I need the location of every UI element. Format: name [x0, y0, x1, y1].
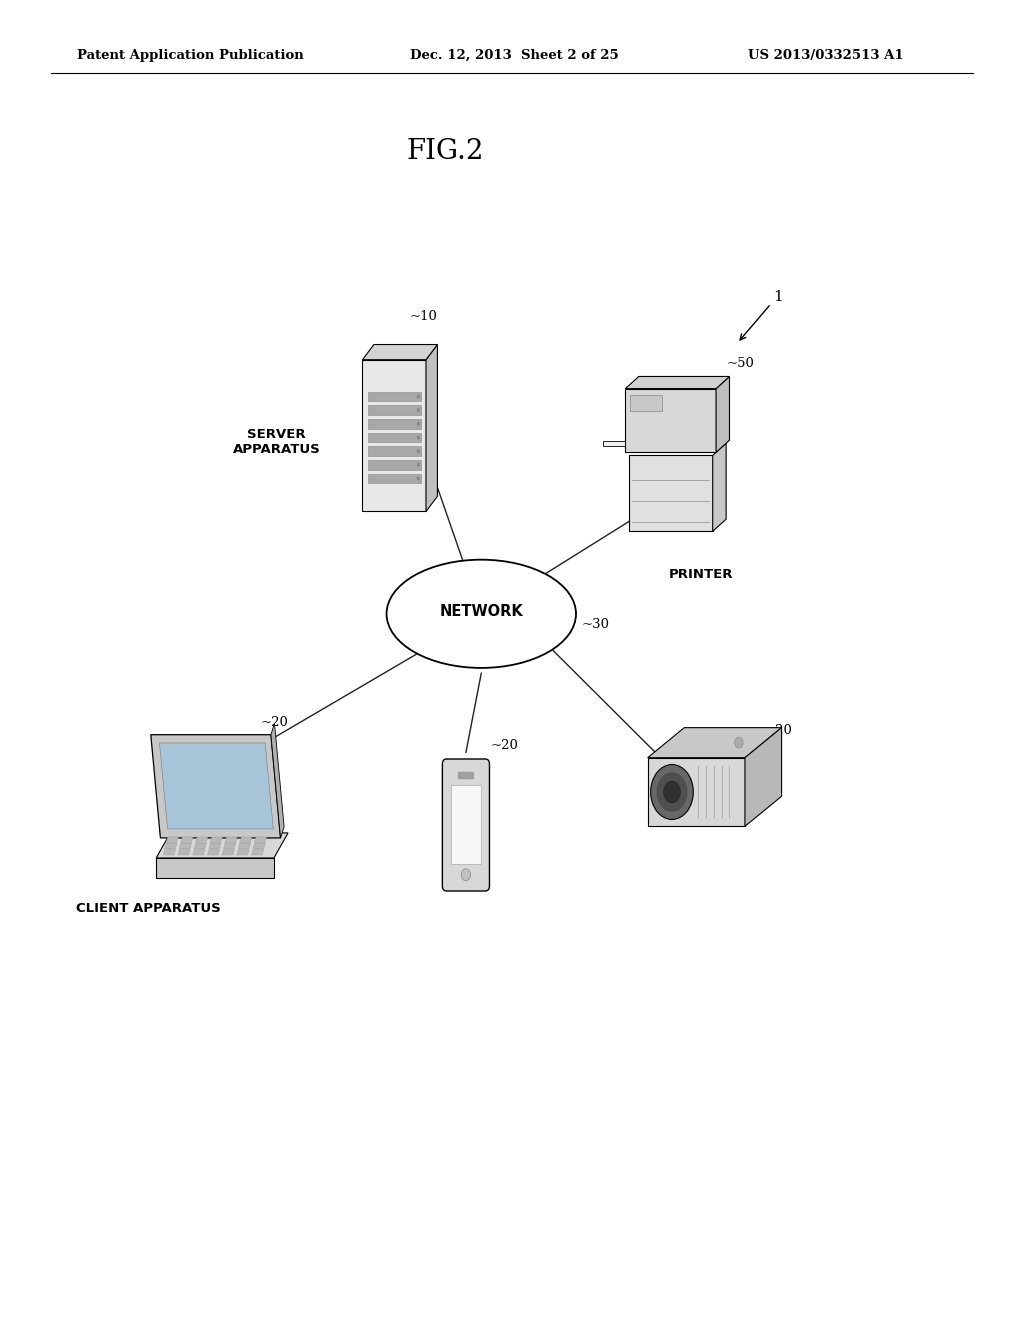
Polygon shape: [362, 345, 437, 359]
Polygon shape: [716, 376, 729, 453]
Polygon shape: [362, 359, 426, 511]
Polygon shape: [648, 727, 781, 758]
Bar: [368, 405, 421, 414]
Polygon shape: [156, 858, 274, 878]
Polygon shape: [271, 723, 284, 838]
Text: ~50: ~50: [727, 356, 755, 370]
Text: FIG.2: FIG.2: [407, 139, 484, 165]
Polygon shape: [603, 441, 626, 446]
Circle shape: [657, 772, 687, 812]
Circle shape: [417, 449, 420, 453]
FancyBboxPatch shape: [458, 772, 474, 779]
Text: ~20: ~20: [765, 723, 793, 737]
Text: Dec. 12, 2013  Sheet 2 of 25: Dec. 12, 2013 Sheet 2 of 25: [410, 49, 618, 62]
Polygon shape: [239, 843, 251, 849]
Text: ~20: ~20: [490, 739, 518, 752]
Bar: [368, 418, 421, 429]
Circle shape: [650, 764, 693, 820]
Text: PRINTER: PRINTER: [670, 568, 733, 581]
Text: 1: 1: [773, 289, 783, 304]
Bar: [368, 459, 421, 470]
Text: Patent Application Publication: Patent Application Publication: [77, 49, 303, 62]
Polygon shape: [196, 837, 208, 842]
Polygon shape: [237, 850, 249, 855]
Circle shape: [417, 408, 420, 412]
Text: ~30: ~30: [582, 618, 609, 631]
Text: ~20: ~20: [261, 715, 289, 729]
Text: SERVER
APPARATUS: SERVER APPARATUS: [232, 428, 321, 457]
Polygon shape: [179, 843, 191, 849]
Polygon shape: [163, 850, 175, 855]
Bar: [368, 433, 421, 442]
Polygon shape: [166, 837, 178, 842]
Polygon shape: [181, 837, 194, 842]
Bar: [368, 474, 421, 483]
Polygon shape: [195, 843, 207, 849]
Text: US 2013/0332513 A1: US 2013/0332513 A1: [748, 49, 903, 62]
Circle shape: [417, 422, 420, 426]
Circle shape: [417, 463, 420, 467]
Polygon shape: [626, 376, 729, 388]
Polygon shape: [156, 833, 288, 858]
Polygon shape: [254, 837, 266, 842]
Polygon shape: [210, 837, 222, 842]
Circle shape: [664, 781, 681, 803]
Polygon shape: [225, 837, 238, 842]
Polygon shape: [713, 444, 726, 531]
Polygon shape: [178, 850, 190, 855]
Circle shape: [734, 737, 743, 748]
Text: CLIENT APPARATUS: CLIENT APPARATUS: [76, 902, 221, 915]
Text: ~10: ~10: [410, 310, 437, 323]
Polygon shape: [160, 743, 273, 829]
Text: NETWORK: NETWORK: [439, 603, 523, 619]
Polygon shape: [240, 837, 252, 842]
Polygon shape: [209, 843, 221, 849]
Polygon shape: [629, 455, 713, 531]
Polygon shape: [252, 850, 264, 855]
Bar: [368, 392, 421, 401]
Polygon shape: [426, 345, 437, 511]
Bar: [630, 395, 662, 411]
Polygon shape: [151, 735, 281, 838]
Circle shape: [461, 869, 471, 880]
Circle shape: [417, 436, 420, 440]
Polygon shape: [648, 758, 745, 826]
FancyBboxPatch shape: [452, 785, 480, 863]
Polygon shape: [222, 850, 234, 855]
Polygon shape: [193, 850, 205, 855]
Bar: [368, 446, 421, 457]
Polygon shape: [253, 843, 265, 849]
Circle shape: [417, 477, 420, 480]
Polygon shape: [745, 727, 781, 826]
Circle shape: [417, 395, 420, 399]
Polygon shape: [626, 388, 716, 453]
Ellipse shape: [386, 560, 575, 668]
Polygon shape: [165, 843, 177, 849]
FancyBboxPatch shape: [442, 759, 489, 891]
Polygon shape: [208, 850, 220, 855]
Polygon shape: [223, 843, 236, 849]
